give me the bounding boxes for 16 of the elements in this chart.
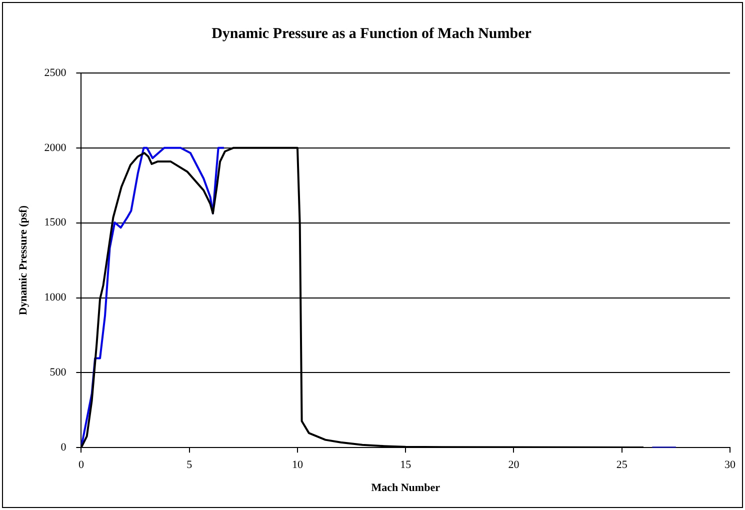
y-tick-label: 2500 <box>44 66 67 79</box>
y-axis-title: Dynamic Pressure (psf) <box>17 205 30 316</box>
x-tick-label: 25 <box>616 459 628 472</box>
x-tick-label: 5 <box>186 459 193 472</box>
y-tick-label: 500 <box>50 366 67 379</box>
y-tick-label: 1500 <box>44 216 67 229</box>
y-tick-label: 2000 <box>44 142 67 154</box>
x-tick-label: 0 <box>78 459 84 472</box>
x-tick-label: 20 <box>508 459 520 472</box>
y-tick-label: 0 <box>60 441 67 454</box>
x-tick-label: 15 <box>400 459 412 472</box>
x-tick-label: 10 <box>292 459 304 472</box>
y-tick-label: 1000 <box>44 292 67 304</box>
x-tick-label: 30 <box>724 459 736 472</box>
chart-title: Dynamic Pressure as a Function of Mach Number <box>212 26 532 42</box>
x-axis-title: Mach Number <box>371 482 440 494</box>
